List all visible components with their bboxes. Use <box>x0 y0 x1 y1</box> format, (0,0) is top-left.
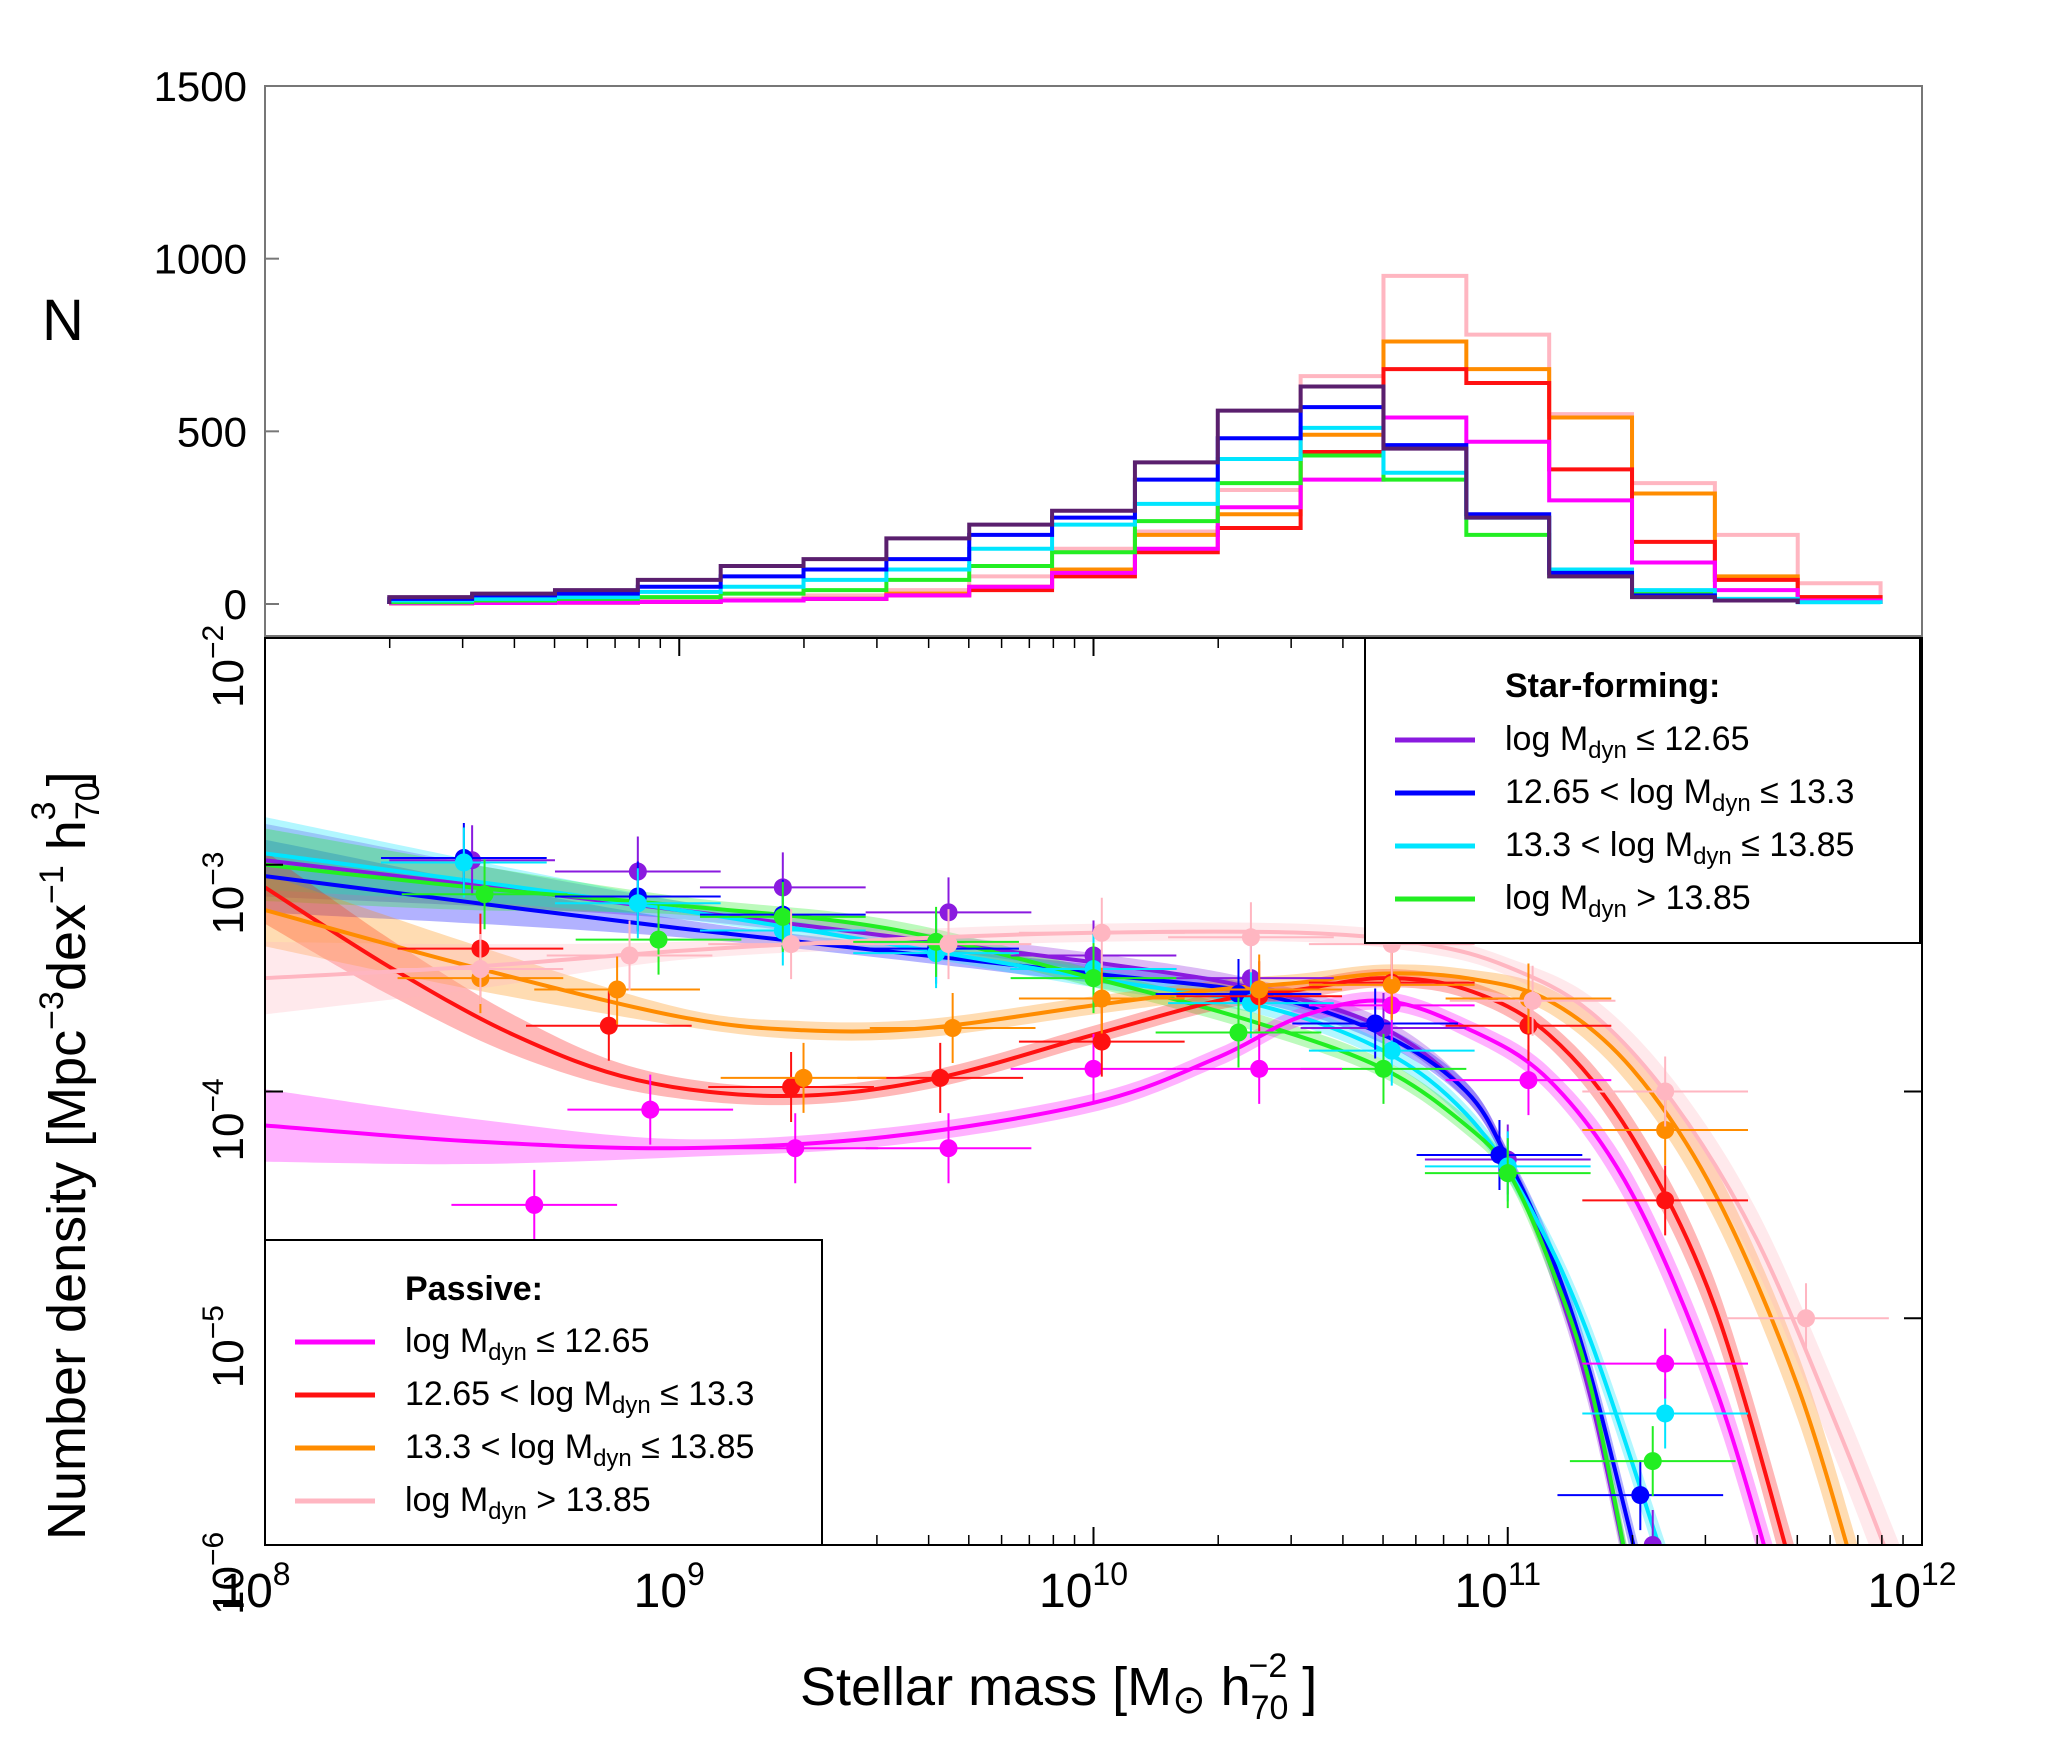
data-point <box>1382 1041 1401 1060</box>
data-point <box>1656 1404 1675 1423</box>
data-point <box>943 1019 962 1038</box>
histogram-panel: 1500 1000 500 0 N <box>42 63 1923 637</box>
y-axis-label: Number density [Mpc−3dex−1 h703 ] <box>25 771 107 1540</box>
legend-star-forming-title: Star-forming: <box>1505 667 1720 705</box>
y-tick-label: 10−2 <box>197 625 253 708</box>
histogram-y-tick-label: 1500 <box>154 63 247 110</box>
data-point <box>1519 1071 1538 1090</box>
data-point <box>931 1068 950 1087</box>
data-point <box>1250 980 1269 999</box>
histogram-y-label: N <box>42 288 84 353</box>
data-point <box>1092 1032 1111 1051</box>
data-points <box>380 822 1889 1545</box>
fit-curve <box>265 862 1626 1545</box>
legend-passive-items: log Mdyn ≤ 12.65 12.65 < log Mdyn ≤ 13.3 1… <box>295 1322 754 1525</box>
data-point <box>1084 1059 1103 1078</box>
mass-function-panel: 108 109 1010 1011 1012 10−6 10−5 10−4 10−3 10−2 S… <box>25 625 1956 1727</box>
data-point <box>1250 1059 1269 1078</box>
data-point <box>1656 1191 1675 1210</box>
legend-star-forming: Star-forming: log Mdyn ≤ 12.65 12.65 < lo… <box>1364 637 1921 944</box>
legend-label: log Mdyn ≤ 12.65 <box>405 1322 649 1366</box>
data-point <box>939 1139 958 1158</box>
data-point <box>1656 1082 1675 1101</box>
fit-curve <box>265 874 1636 1545</box>
confidence-band <box>265 828 1627 1545</box>
histogram-step-line <box>387 405 1800 604</box>
y-tick-label: 10−4 <box>197 1078 253 1161</box>
data-point <box>1382 975 1401 994</box>
data-point <box>1229 1023 1248 1042</box>
data-point <box>649 930 668 949</box>
x-tick-label: 1012 <box>1868 1556 1957 1618</box>
histogram-step-line <box>387 453 1800 605</box>
data-point <box>628 894 647 913</box>
data-point <box>1656 1354 1675 1373</box>
legend-label: 13.3 < log Mdyn ≤ 13.85 <box>405 1428 754 1472</box>
legend-star-forming-items: log Mdyn ≤ 12.65 12.65 < log Mdyn ≤ 13.3 1… <box>1395 720 1854 923</box>
data-point <box>1643 1452 1662 1471</box>
legend-passive-title: Passive: <box>405 1270 543 1308</box>
data-point <box>1366 1014 1385 1033</box>
histogram-y-tick-label: 1000 <box>154 236 247 283</box>
x-tick-label: 109 <box>634 1556 705 1618</box>
data-point <box>1643 1536 1662 1545</box>
x-tick-label: 1011 <box>1454 1556 1541 1618</box>
data-point <box>454 853 473 872</box>
data-point <box>641 1100 660 1119</box>
data-point <box>786 1139 805 1158</box>
confidence-band <box>265 817 1666 1545</box>
legend-passive: Passive: log Mdyn ≤ 12.65 12.65 < log Mdy… <box>264 1239 823 1546</box>
legend-label: 13.3 < log Mdyn ≤ 13.85 <box>1505 826 1854 870</box>
y-tick-label: 10−5 <box>197 1305 253 1388</box>
confidence-band <box>265 823 1627 1545</box>
legend-label: log Mdyn > 13.85 <box>405 1481 651 1525</box>
histogram-y-tick-label: 500 <box>177 408 247 455</box>
data-point <box>608 980 627 999</box>
data-point <box>1656 1121 1675 1140</box>
x-axis-label: Stellar mass [M⊙ h70−2 ] <box>800 1647 1317 1727</box>
data-point <box>794 1068 813 1087</box>
data-point <box>471 960 490 979</box>
legend-label: 12.65 < log Mdyn ≤ 13.3 <box>405 1375 754 1419</box>
histogram-step-line <box>387 384 1800 604</box>
data-point <box>773 907 792 926</box>
fit-curve <box>265 908 1849 1545</box>
histogram-frame <box>264 85 1923 637</box>
data-point <box>525 1195 544 1214</box>
data-point <box>599 1016 618 1035</box>
data-point <box>1374 1059 1393 1078</box>
x-tick-label: 1010 <box>1039 1556 1128 1618</box>
data-point <box>1241 928 1260 947</box>
data-point <box>1084 969 1103 988</box>
data-point <box>1092 923 1111 942</box>
data-point <box>782 1077 801 1096</box>
histogram-y-tick-label: 0 <box>224 581 247 628</box>
histogram-y-axis: 1500 1000 500 0 <box>154 63 279 628</box>
legend-label: log Mdyn ≤ 12.65 <box>1505 720 1749 764</box>
fit-curve <box>265 998 1767 1545</box>
confidence-band <box>265 922 1900 1545</box>
data-point <box>475 885 494 904</box>
legend-label: log Mdyn > 13.85 <box>1505 879 1751 923</box>
x-tick-label: 108 <box>219 1556 290 1618</box>
data-point <box>1498 1164 1517 1183</box>
data-point <box>1523 991 1542 1010</box>
data-point <box>939 935 958 954</box>
histogram-step-line <box>387 415 1883 606</box>
y-tick-label: 10−3 <box>197 852 253 935</box>
confidence-band <box>265 839 1639 1545</box>
data-point <box>1631 1486 1650 1505</box>
data-point <box>782 935 801 954</box>
data-point <box>1797 1309 1816 1328</box>
legend-label: 12.65 < log Mdyn ≤ 13.3 <box>1505 773 1854 817</box>
histogram-series <box>387 273 1883 606</box>
data-point <box>620 946 639 965</box>
y-tick-label: 10−6 <box>197 1532 253 1615</box>
data-point <box>1092 989 1111 1008</box>
